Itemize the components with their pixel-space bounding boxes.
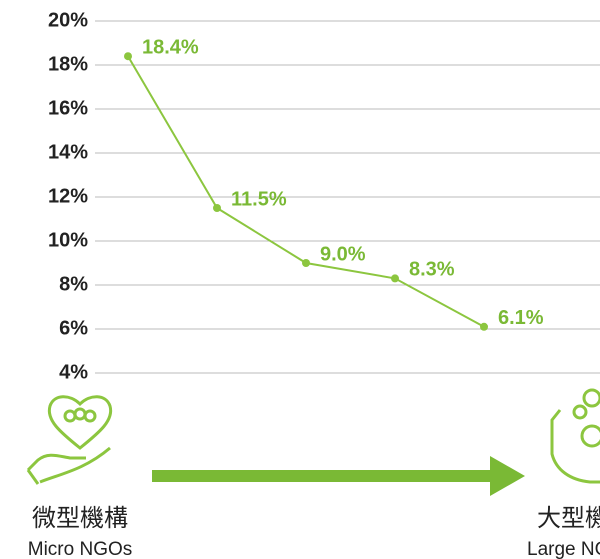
start-label: 微型機構 bbox=[32, 504, 128, 532]
point bbox=[213, 204, 221, 212]
value-label: 18.4% bbox=[142, 36, 199, 58]
y-tick-label: 20% bbox=[48, 9, 88, 31]
value-label: 8.3% bbox=[409, 259, 455, 281]
y-tick-label: 8% bbox=[59, 273, 88, 295]
large-icon bbox=[550, 388, 600, 484]
y-tick-label: 14% bbox=[48, 141, 88, 163]
y-tick-label: 6% bbox=[59, 317, 88, 339]
start-sublabel: Micro NGOs bbox=[28, 539, 133, 559]
line bbox=[127, 55, 485, 328]
point bbox=[391, 274, 399, 283]
value-label: 9.0% bbox=[320, 243, 366, 265]
point bbox=[480, 322, 488, 331]
value-label: 6.1% bbox=[498, 307, 544, 329]
y-tick-label: 10% bbox=[48, 229, 88, 251]
micro-icon bbox=[26, 395, 113, 485]
y-tick-label: 12% bbox=[48, 185, 88, 207]
point bbox=[124, 52, 132, 61]
y-tick-label: 4% bbox=[59, 361, 88, 383]
y-tick-label: 18% bbox=[48, 53, 88, 75]
end-label: 大型機構 bbox=[537, 504, 600, 532]
y-tick-label: 16% bbox=[48, 97, 88, 119]
end-sublabel: Large NGOs bbox=[527, 539, 600, 559]
arrow bbox=[152, 456, 525, 496]
point bbox=[302, 259, 310, 267]
value-label: 11.5% bbox=[231, 188, 287, 210]
